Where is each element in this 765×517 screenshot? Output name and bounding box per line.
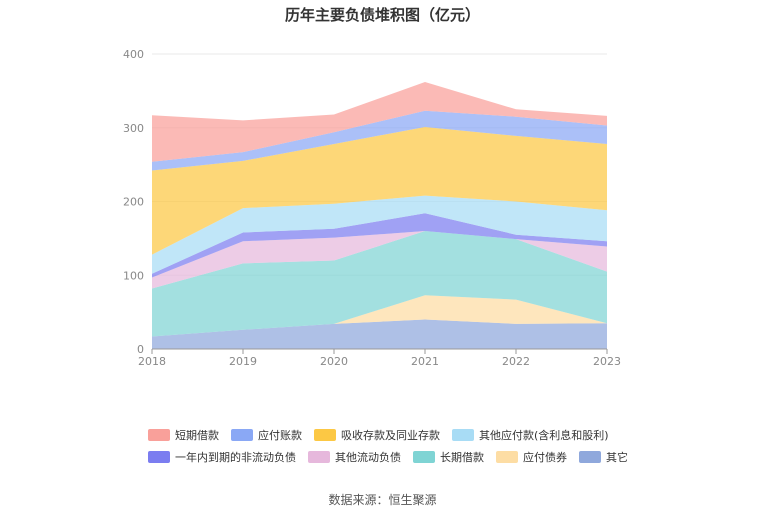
stacked-area-chart: 0 100 200 300 400 2018 2019 2020 2021 2022 2023 xyxy=(123,48,621,368)
area-series xyxy=(152,195,607,274)
legend-item[interactable]: 一年内到期的非流动负债 xyxy=(148,449,296,465)
legend-swatch xyxy=(231,429,253,441)
area-series xyxy=(152,213,607,278)
legend-item[interactable]: 长期借款 xyxy=(413,449,484,465)
x-tick-label: 2018 xyxy=(138,355,166,368)
area-series xyxy=(152,319,607,349)
chart-legend: 短期借款 应付账款 吸收存款及同业存款 其他应付款(含利息和股利) 一年内到期的非流动… xyxy=(148,424,668,468)
legend-item[interactable]: 应付账款 xyxy=(231,427,302,443)
chart-title: 历年主要负债堆积图（亿元） xyxy=(284,6,480,24)
x-tick-label: 2022 xyxy=(502,355,530,368)
legend-item[interactable]: 其他应付款(含利息和股利) xyxy=(452,427,609,443)
y-tick-label: 100 xyxy=(123,269,144,282)
legend-label: 一年内到期的非流动负债 xyxy=(175,451,296,464)
legend-row: 一年内到期的非流动负债 其他流动负债 长期借款 应付债券 其它 xyxy=(148,446,668,468)
x-tick-label: 2019 xyxy=(229,355,257,368)
legend-label: 长期借款 xyxy=(440,451,484,464)
legend-swatch xyxy=(413,451,435,463)
legend-item[interactable]: 其它 xyxy=(579,449,628,465)
legend-label: 应付债券 xyxy=(523,451,567,464)
area-series xyxy=(152,231,607,289)
legend-swatch xyxy=(314,429,336,441)
legend-swatch xyxy=(452,429,474,441)
legend-swatch xyxy=(148,429,170,441)
legend-label: 应付账款 xyxy=(258,429,302,442)
area-series xyxy=(152,127,607,255)
y-tick-label: 0 xyxy=(137,343,144,356)
area-series xyxy=(152,231,607,337)
legend-item[interactable]: 应付债券 xyxy=(496,449,567,465)
legend-swatch xyxy=(308,451,330,463)
x-tick-label: 2023 xyxy=(593,355,621,368)
x-tick-label: 2021 xyxy=(411,355,439,368)
area-series xyxy=(152,110,607,171)
legend-row: 短期借款 应付账款 吸收存款及同业存款 其他应付款(含利息和股利) xyxy=(148,424,668,446)
y-tick-label: 300 xyxy=(123,122,144,135)
legend-label: 其他流动负债 xyxy=(335,451,401,464)
legend-swatch xyxy=(148,451,170,463)
legend-item[interactable]: 其他流动负债 xyxy=(308,449,401,465)
legend-label: 吸收存款及同业存款 xyxy=(341,429,440,442)
y-tick-label: 200 xyxy=(123,196,144,209)
area-series xyxy=(152,82,607,162)
legend-label: 其他应付款(含利息和股利) xyxy=(479,429,609,442)
legend-swatch xyxy=(579,451,601,463)
legend-label: 其它 xyxy=(606,451,628,464)
legend-swatch xyxy=(496,451,518,463)
x-tick-label: 2020 xyxy=(320,355,348,368)
legend-item[interactable]: 短期借款 xyxy=(148,427,219,443)
area-series xyxy=(152,295,607,337)
legend-item[interactable]: 吸收存款及同业存款 xyxy=(314,427,440,443)
legend-label: 短期借款 xyxy=(175,429,219,442)
y-tick-label: 400 xyxy=(123,48,144,61)
data-source-note: 数据来源：恒生聚源 xyxy=(328,493,437,507)
